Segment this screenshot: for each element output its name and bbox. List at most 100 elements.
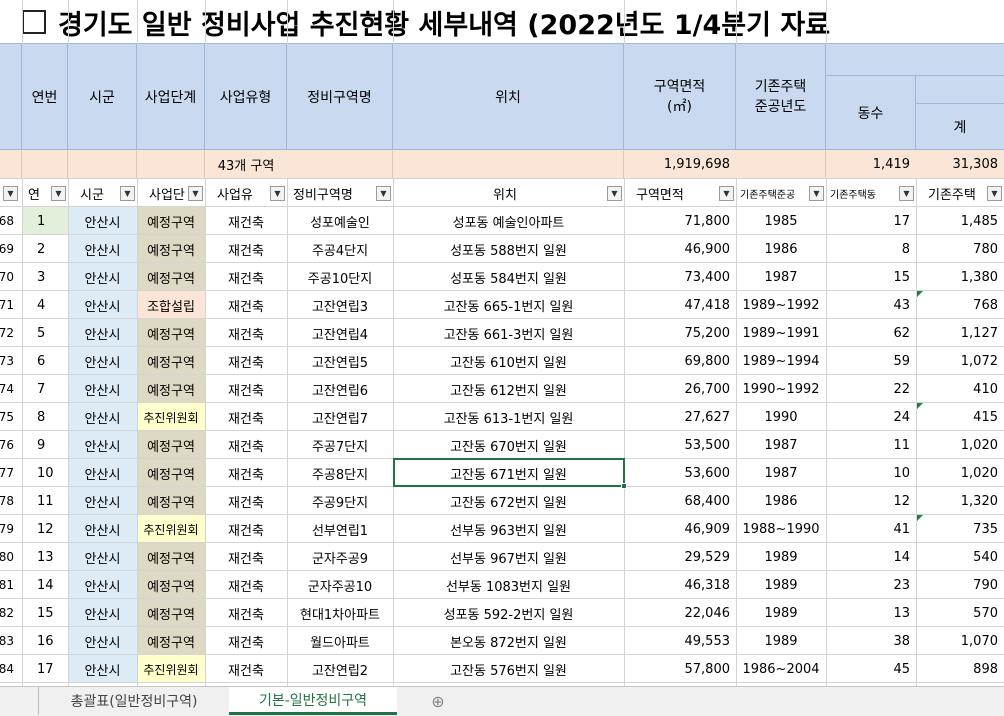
summary-area[interactable]: 1,919,698: [624, 150, 736, 179]
summary-dong[interactable]: 1,419: [826, 150, 916, 179]
cell-stage[interactable]: 추진위원회: [137, 403, 205, 431]
summary-cell[interactable]: [68, 150, 137, 179]
cell-sigun[interactable]: 안산시: [68, 431, 137, 459]
cell-area[interactable]: 46,318: [684, 577, 731, 593]
cell-gye[interactable]: 1,020: [960, 465, 998, 481]
cell-type[interactable]: 재건축: [228, 271, 264, 287]
cell-gye[interactable]: 415: [973, 409, 998, 425]
cell-area[interactable]: 27,627: [684, 409, 731, 425]
cell-area[interactable]: 68,400: [684, 493, 731, 509]
cell-sigun[interactable]: 안산시: [68, 543, 137, 571]
cell-year[interactable]: 1989: [764, 549, 798, 565]
cell-no[interactable]: 14: [37, 577, 54, 593]
filter-header-c6[interactable]: 구역면적: [624, 179, 736, 207]
cell-sigun[interactable]: 안산시: [68, 319, 137, 347]
add-sheet-icon[interactable]: ⊕: [431, 691, 445, 711]
filter-dropdown-icon[interactable]: ▼: [719, 186, 734, 201]
summary-cell[interactable]: [736, 150, 826, 179]
cell-type[interactable]: 재건축: [228, 439, 264, 455]
cell-location[interactable]: 성포동 예술인아파트: [452, 215, 565, 231]
cell-dong[interactable]: 24: [893, 409, 910, 425]
cell-type[interactable]: 재건축: [228, 467, 264, 483]
filter-dropdown-icon[interactable]: ▼: [376, 186, 391, 201]
cell-dong[interactable]: 8: [901, 241, 910, 257]
fill-handle[interactable]: [621, 483, 627, 489]
cell-no[interactable]: 11: [37, 493, 54, 509]
cell-dong[interactable]: 12: [893, 493, 910, 509]
cell-no[interactable]: 4: [37, 297, 46, 313]
cell-gye[interactable]: 1,320: [960, 493, 998, 509]
summary-gye[interactable]: 31,308: [916, 150, 1004, 179]
cell-year[interactable]: 1990~1992: [742, 381, 820, 397]
summary-count[interactable]: 43개 구역: [205, 150, 287, 179]
filter-header-c5[interactable]: 위치: [393, 179, 624, 207]
cell-sigun[interactable]: 안산시: [68, 347, 137, 375]
cell-type[interactable]: 재건축: [228, 411, 264, 427]
cell-year[interactable]: 1986: [764, 241, 798, 257]
cell-gye[interactable]: 780: [973, 241, 998, 257]
cell-name[interactable]: 고잔연립7: [311, 411, 369, 427]
cell-year[interactable]: 1989: [764, 577, 798, 593]
cell-dong[interactable]: 17: [893, 213, 910, 229]
cell-location[interactable]: 고잔동 613-1번지 일원: [443, 411, 574, 427]
cell-name[interactable]: 월드아파트: [310, 635, 370, 651]
cell-gye[interactable]: 1,127: [960, 325, 998, 341]
cell-year[interactable]: 1987: [764, 465, 798, 481]
cell-dong[interactable]: 13: [893, 605, 910, 621]
cell-year[interactable]: 1989: [764, 633, 798, 649]
cell-no[interactable]: 3: [37, 269, 46, 285]
cell-gye[interactable]: 768: [973, 297, 998, 313]
cell-name[interactable]: 주공9단지: [311, 495, 369, 511]
summary-cell[interactable]: [393, 150, 624, 179]
cell-no[interactable]: 16: [37, 633, 54, 649]
header-jeongbi-guyeokmyeong[interactable]: 정비구역명: [287, 44, 393, 150]
row-header[interactable]: 79: [0, 522, 14, 536]
cell-no[interactable]: 7: [37, 381, 46, 397]
cell-name[interactable]: 현대1차아파트: [299, 607, 381, 623]
cell-gye[interactable]: 570: [973, 605, 998, 621]
cell-area[interactable]: 49,553: [684, 633, 731, 649]
cell-no[interactable]: 13: [37, 549, 54, 565]
cell-type[interactable]: 재건축: [228, 523, 264, 539]
cell-type[interactable]: 재건축: [228, 215, 264, 231]
cell-sigun[interactable]: 안산시: [68, 459, 137, 487]
row-header[interactable]: 81: [0, 578, 14, 592]
cell-sigun[interactable]: 안산시: [68, 655, 137, 683]
cell-name[interactable]: 고잔연립5: [311, 355, 369, 371]
cell-stage[interactable]: 추진위원회: [137, 515, 205, 543]
cell-sigun[interactable]: 안산시: [68, 291, 137, 319]
row-header[interactable]: 82: [0, 606, 14, 620]
header-saeop-dangye[interactable]: 사업단계: [137, 44, 205, 150]
cell-location[interactable]: 선부동 967번지 일원: [450, 551, 567, 567]
cell-dong[interactable]: 14: [893, 549, 910, 565]
cell-name[interactable]: 고잔연립2: [311, 663, 369, 679]
cell-no[interactable]: 17: [37, 661, 54, 677]
tab-basic-general[interactable]: 기본-일반정비구역: [229, 687, 397, 715]
cell-location[interactable]: 고잔동 672번지 일원: [450, 495, 567, 511]
cell-gye[interactable]: 735: [973, 521, 998, 537]
row-header[interactable]: 70: [0, 270, 14, 284]
cell-stage[interactable]: 예정구역: [137, 627, 205, 655]
cell-year[interactable]: 1990: [764, 409, 798, 425]
cell-location[interactable]: 고잔동 610번지 일원: [450, 355, 567, 371]
summary-cell[interactable]: [0, 150, 22, 179]
filter-dropdown-icon[interactable]: ▼: [188, 186, 203, 201]
cell-sigun[interactable]: 안산시: [68, 487, 137, 515]
summary-cell[interactable]: [287, 150, 393, 179]
row-header[interactable]: 78: [0, 494, 14, 508]
cell-area[interactable]: 73,400: [684, 269, 731, 285]
cell-type[interactable]: 재건축: [228, 635, 264, 651]
cell-gye[interactable]: 898: [973, 661, 998, 677]
cell-type[interactable]: 재건축: [228, 579, 264, 595]
filter-dropdown-icon[interactable]: ▼: [607, 186, 622, 201]
cell-location[interactable]: 성포동 592-2번지 일원: [443, 607, 574, 623]
summary-cell[interactable]: [22, 150, 68, 179]
cell-type[interactable]: 재건축: [228, 327, 264, 343]
cell-area[interactable]: 47,418: [684, 297, 731, 313]
row-header[interactable]: 83: [0, 634, 14, 648]
cell-location[interactable]: 성포동 584번지 일원: [450, 271, 567, 287]
header-gijon-jutaek[interactable]: 기존주택 준공년도: [736, 44, 826, 150]
cell-gye[interactable]: 1,072: [960, 353, 998, 369]
cell-stage[interactable]: 예정구역: [137, 599, 205, 627]
cell-dong[interactable]: 11: [893, 437, 910, 453]
